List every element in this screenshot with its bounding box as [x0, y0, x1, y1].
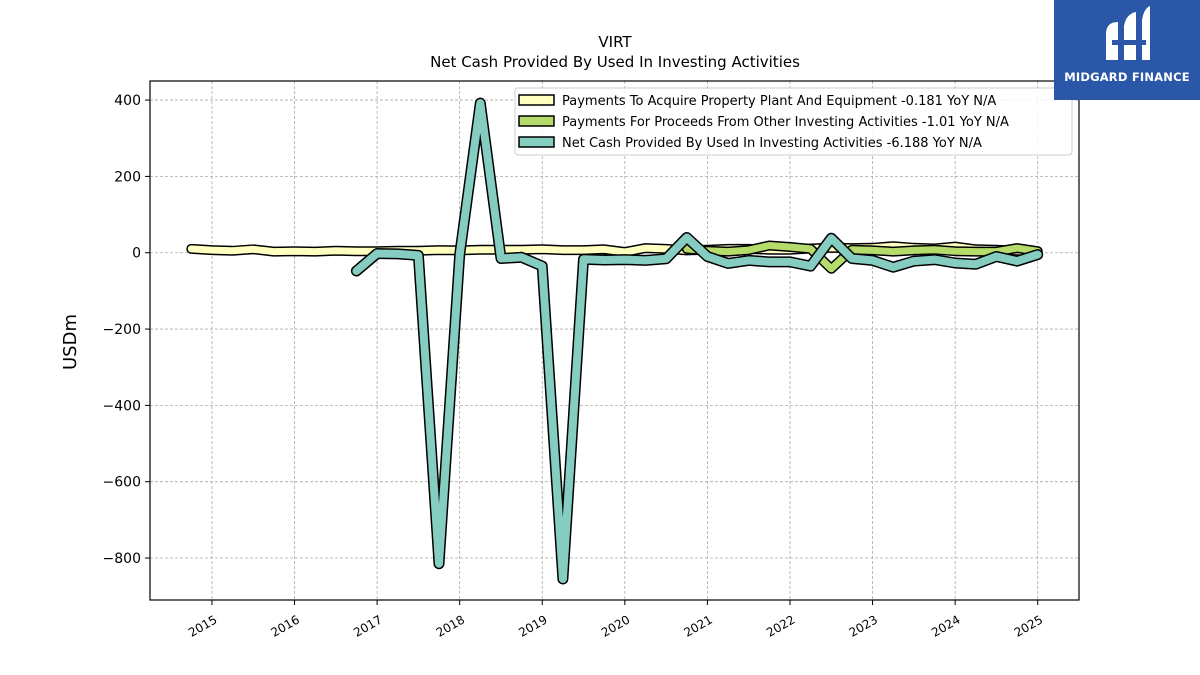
legend-label-1: Payments To Acquire Property Plant And E… — [562, 94, 996, 109]
y-tick-label: 400 — [114, 93, 141, 109]
y-tick-label: 0 — [132, 246, 141, 262]
series-3-outline — [350, 97, 1044, 585]
x-tick-label: 2020 — [599, 612, 632, 639]
chart-subtitle: Net Cash Provided By Used In Investing A… — [430, 53, 800, 71]
x-tick-label: 2022 — [764, 612, 797, 639]
legend-label-2: Payments For Proceeds From Other Investi… — [562, 115, 1009, 130]
y-tick-label: −400 — [103, 398, 141, 414]
legend-swatch-1 — [518, 94, 555, 106]
x-tick-label: 2019 — [516, 612, 549, 639]
logo-text: MIDGARD FINANCE — [1064, 70, 1190, 84]
x-tick-label: 2023 — [847, 612, 880, 639]
legend-label-3: Net Cash Provided By Used In Investing A… — [562, 136, 982, 151]
y-tick-label: −600 — [103, 475, 141, 491]
x-tick-label: 2016 — [269, 612, 302, 639]
series-3-line — [352, 99, 1042, 583]
legend: Payments To Acquire Property Plant And E… — [514, 87, 1073, 156]
series-3-group — [350, 97, 1044, 585]
series-layer — [186, 97, 1044, 585]
x-axis: 2015 2016 2017 2018 2019 2020 2021 2022 2023 2024… — [186, 600, 1045, 640]
x-tick-label: 2021 — [681, 612, 714, 639]
series-2-line — [683, 242, 1042, 273]
legend-swatch-2 — [518, 115, 555, 127]
y-axis-label: USDm — [60, 314, 81, 370]
x-tick-label: 2024 — [929, 612, 962, 639]
y-axis: 400 200 0 −200 −400 −600 −800 — [103, 93, 150, 567]
y-tick-label: 200 — [114, 169, 141, 185]
x-tick-label: 2015 — [186, 612, 219, 639]
midgard-finance-logo: MIDGARD FINANCE — [1054, 0, 1200, 100]
midgard-m-logo-icon — [1106, 6, 1150, 60]
x-tick-label: 2018 — [434, 612, 467, 639]
chart-title: VIRT — [598, 33, 632, 51]
grid-lines — [150, 81, 1079, 600]
y-tick-label: −800 — [103, 551, 141, 567]
x-tick-label: 2025 — [1012, 612, 1045, 639]
legend-frame — [514, 87, 1073, 156]
plot-area-frame — [149, 80, 1080, 601]
series-2-group — [681, 240, 1043, 274]
y-tick-label: −200 — [103, 322, 141, 338]
legend-swatch-3 — [518, 136, 555, 148]
x-tick-label: 2017 — [351, 612, 384, 639]
